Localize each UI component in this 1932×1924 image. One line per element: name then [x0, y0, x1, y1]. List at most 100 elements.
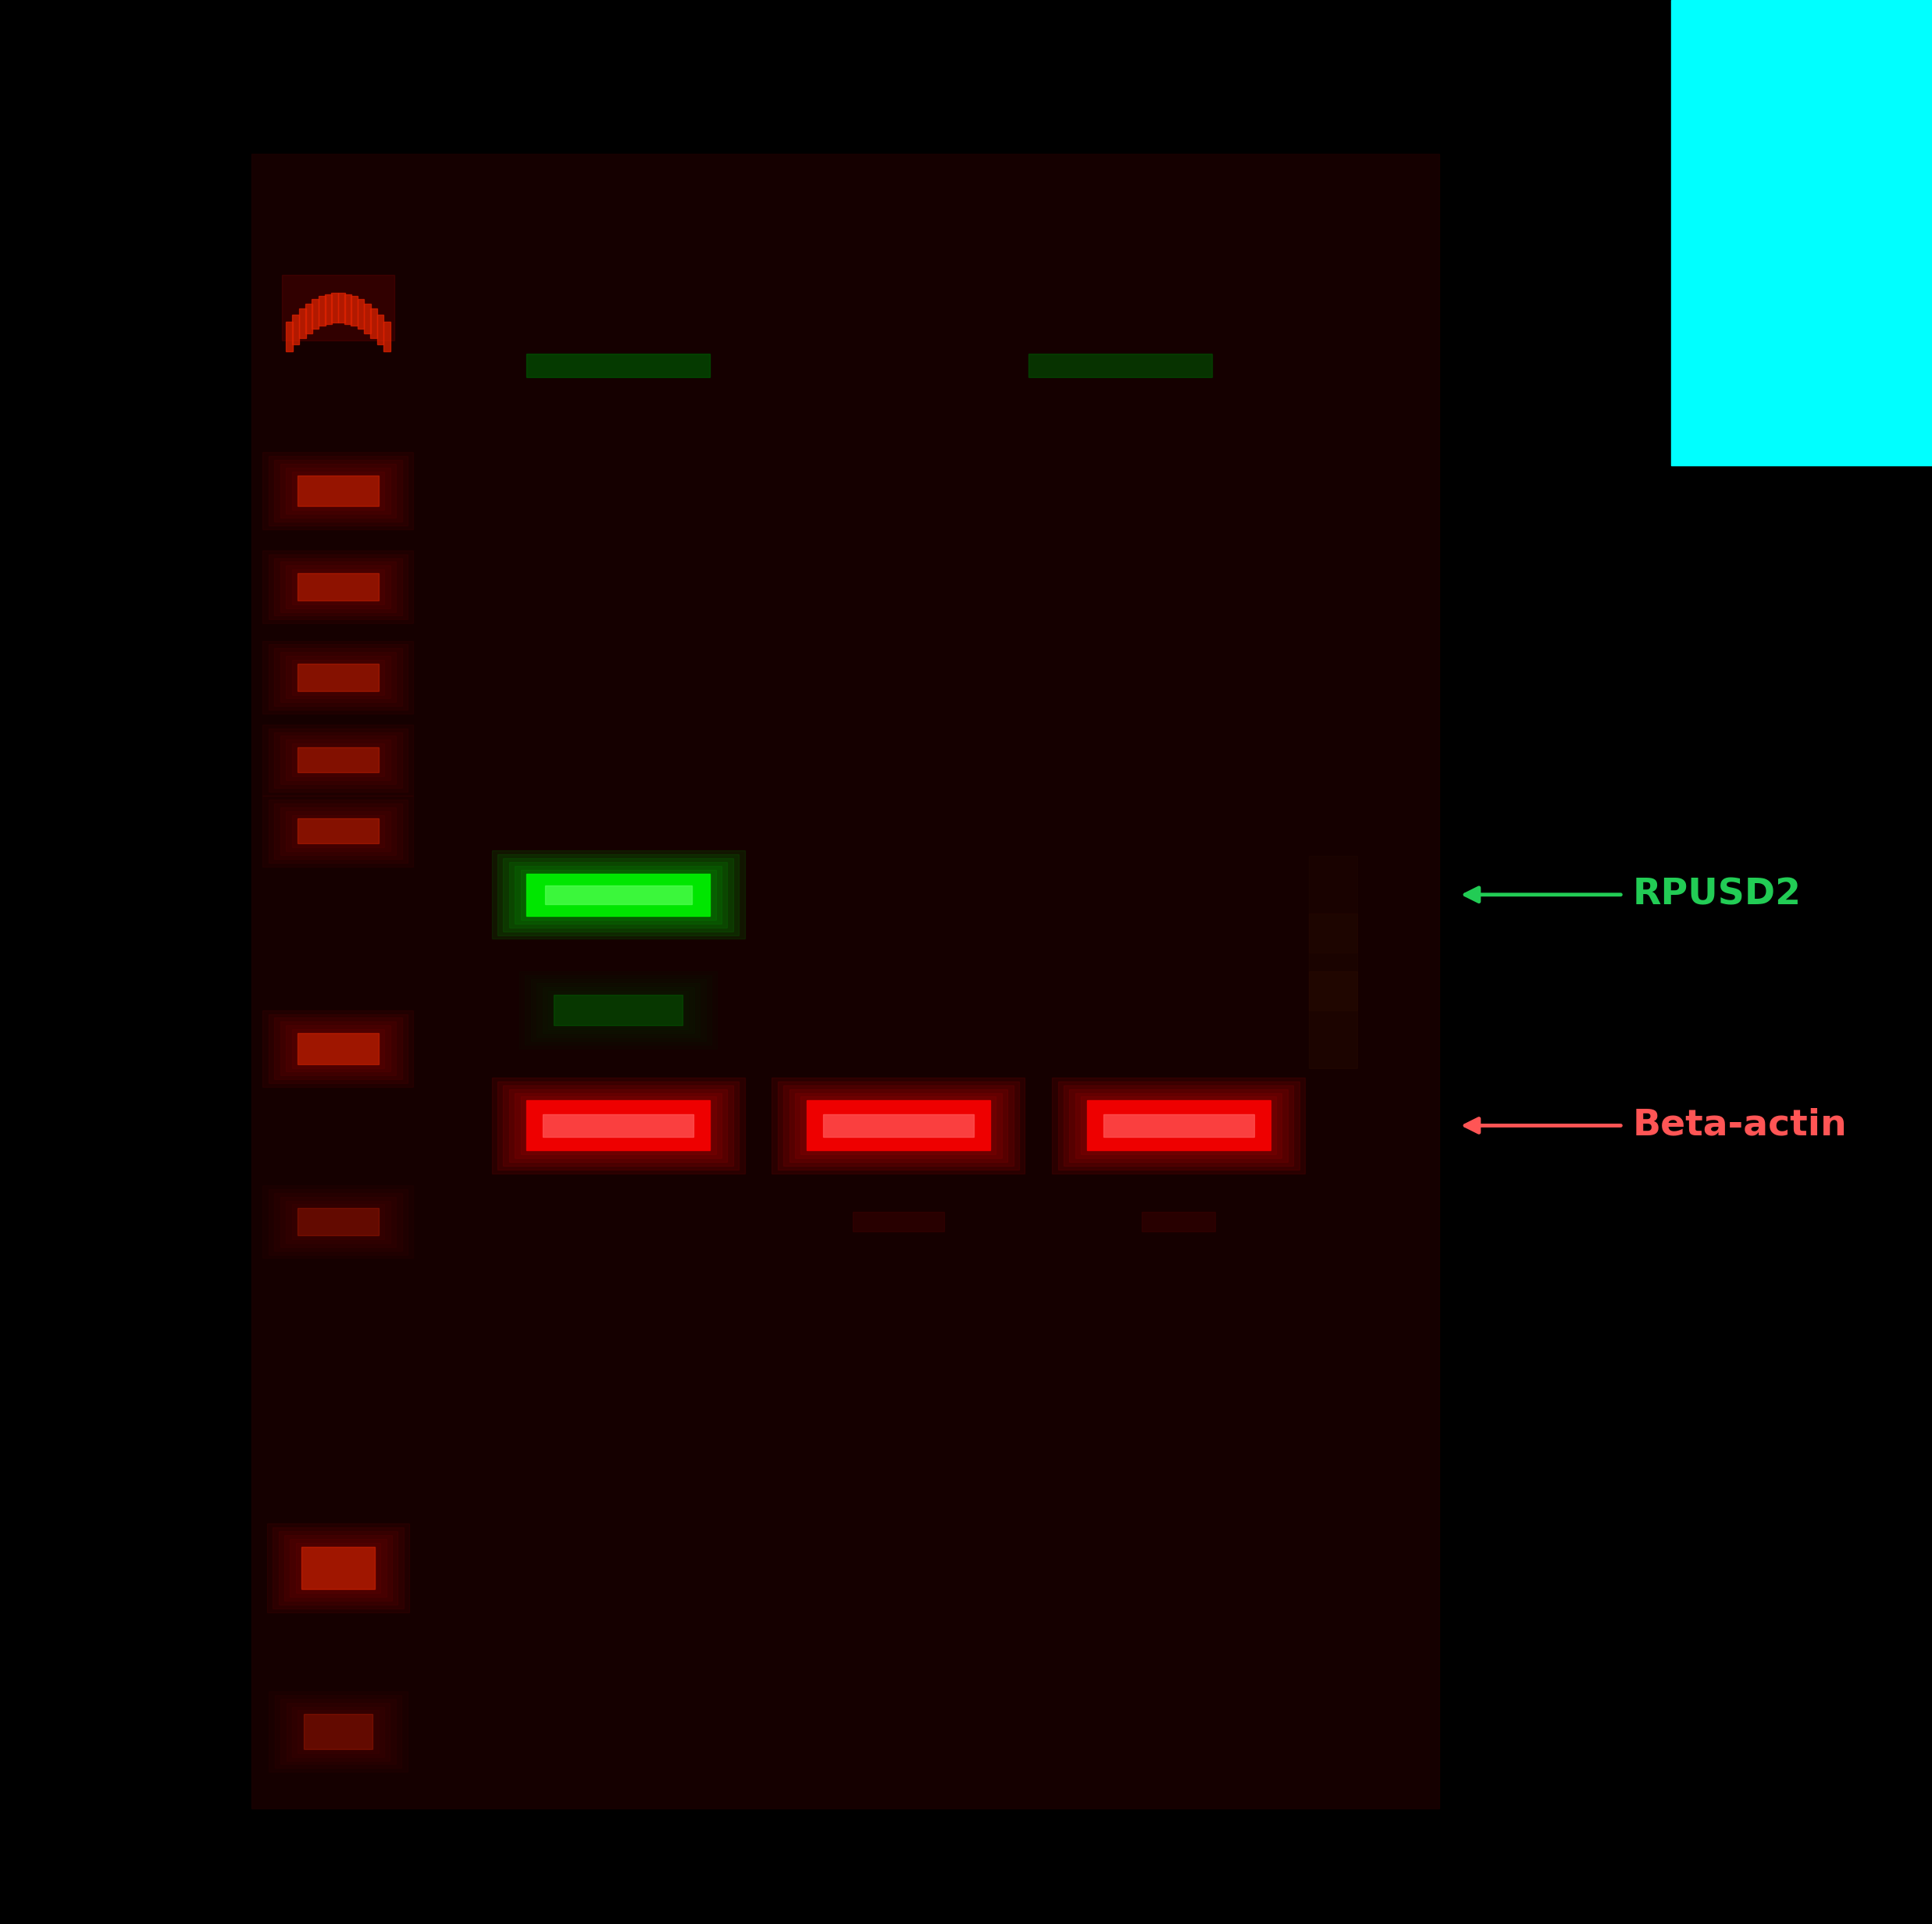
Bar — [278, 1532, 398, 1605]
Bar — [274, 1193, 402, 1251]
Bar — [280, 808, 396, 856]
Bar — [514, 1093, 723, 1158]
Bar — [1051, 1077, 1304, 1174]
Bar — [305, 304, 313, 333]
Bar — [303, 1714, 373, 1749]
Bar — [526, 873, 711, 916]
Bar — [274, 1695, 402, 1768]
Bar — [292, 1029, 384, 1068]
Bar — [298, 820, 379, 843]
Bar — [263, 1185, 413, 1258]
Bar — [267, 1524, 410, 1612]
Bar — [269, 1014, 408, 1083]
Bar — [1142, 1212, 1215, 1231]
Bar — [274, 648, 402, 706]
Bar — [274, 804, 402, 858]
Bar — [357, 300, 365, 329]
Bar — [269, 554, 408, 620]
Bar — [272, 1528, 404, 1608]
Bar — [263, 641, 413, 714]
Bar — [286, 1703, 390, 1760]
Bar — [274, 733, 402, 789]
Bar — [298, 1033, 379, 1064]
Bar — [280, 1022, 396, 1076]
Bar — [263, 1010, 413, 1087]
Bar — [1028, 354, 1213, 377]
Bar — [526, 975, 711, 1045]
Bar — [1310, 972, 1356, 1068]
Bar — [1082, 1097, 1275, 1154]
Bar — [272, 1528, 404, 1608]
Bar — [823, 1114, 974, 1137]
Bar — [531, 979, 705, 1041]
Bar — [1086, 1101, 1271, 1151]
Bar — [311, 300, 319, 329]
Bar — [1310, 856, 1356, 952]
Bar — [1028, 354, 1213, 377]
Bar — [298, 475, 379, 506]
Bar — [1310, 914, 1356, 1010]
Bar — [286, 741, 390, 781]
Bar — [298, 664, 379, 691]
Bar — [543, 987, 694, 1033]
Bar — [510, 1089, 726, 1162]
Bar — [280, 1699, 396, 1764]
Polygon shape — [1671, 0, 1932, 466]
Bar — [269, 1691, 408, 1772]
Bar — [514, 866, 723, 924]
Bar — [280, 464, 396, 518]
Bar — [502, 858, 734, 931]
Bar — [292, 316, 299, 344]
Bar — [332, 292, 338, 323]
Bar — [526, 1101, 711, 1151]
Bar — [263, 725, 413, 797]
Bar — [263, 452, 413, 529]
Bar — [292, 816, 384, 848]
Bar — [796, 1093, 1003, 1158]
Bar — [292, 1204, 384, 1239]
Bar — [1063, 1085, 1293, 1166]
Bar — [274, 460, 402, 521]
Bar — [292, 745, 384, 777]
Bar — [325, 294, 332, 323]
Bar — [296, 1543, 381, 1593]
Bar — [299, 308, 305, 339]
Bar — [498, 854, 738, 935]
Bar — [269, 1189, 408, 1254]
Bar — [773, 1077, 1024, 1174]
Bar — [526, 354, 711, 377]
Bar — [280, 1197, 396, 1247]
Bar — [777, 1081, 1020, 1170]
Bar — [526, 354, 711, 377]
Bar — [286, 468, 390, 514]
Bar — [298, 748, 379, 773]
Bar — [383, 321, 390, 352]
Text: RPUSD2: RPUSD2 — [1633, 877, 1801, 912]
Bar — [286, 812, 390, 850]
Bar — [278, 1532, 398, 1605]
Bar — [502, 1085, 734, 1166]
Bar — [522, 870, 717, 920]
Bar — [319, 296, 325, 325]
Bar — [269, 800, 408, 864]
Bar — [549, 991, 688, 1029]
Bar — [274, 558, 402, 616]
Bar — [251, 154, 1439, 1809]
Bar — [1057, 1081, 1298, 1170]
Bar — [280, 562, 396, 612]
Bar — [269, 456, 408, 525]
Bar — [301, 1547, 375, 1589]
Bar — [263, 797, 413, 868]
Bar — [263, 550, 413, 623]
Bar — [296, 1543, 381, 1593]
Bar — [292, 660, 384, 695]
Bar — [280, 735, 396, 785]
Bar — [784, 1085, 1012, 1166]
Bar — [371, 308, 377, 339]
Bar — [498, 1081, 738, 1170]
Bar — [284, 1535, 392, 1601]
Bar — [292, 471, 384, 510]
Bar — [286, 566, 390, 608]
Bar — [286, 1025, 390, 1072]
Bar — [1103, 1114, 1254, 1137]
